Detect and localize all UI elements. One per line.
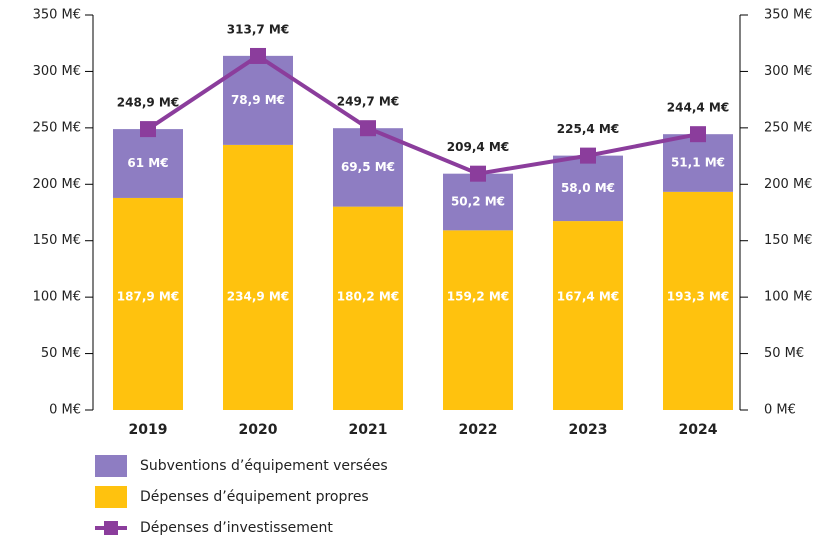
line-marker [140, 121, 156, 138]
bar-value-label: 51,1 M€ [671, 156, 725, 170]
x-tick-label: 2024 [679, 422, 718, 438]
y-tick-label: 200 M€ [33, 177, 81, 192]
y-tick-label: 150 M€ [33, 233, 81, 248]
y-tick-label: 0 M€ [49, 403, 81, 418]
y-tick-label: 350 M€ [33, 8, 81, 23]
bar-segment [443, 230, 513, 410]
y-tick-label: 250 M€ [33, 120, 81, 135]
y2-tick-label: 250 M€ [764, 120, 812, 135]
x-tick-label: 2021 [349, 422, 388, 438]
legend-label: Dépenses d’équipement propres [140, 489, 369, 505]
bar-segment [223, 144, 293, 411]
bar-value-label: 159,2 M€ [447, 290, 509, 304]
line-value-label: 225,4 M€ [557, 122, 619, 136]
legend-label: Dépenses d’investissement [140, 520, 333, 536]
bar-segment [333, 128, 403, 207]
bar-value-label: 167,4 M€ [557, 290, 619, 304]
line-value-label: 249,7 M€ [337, 95, 399, 109]
bar-segment [333, 206, 403, 410]
bar-segment [113, 197, 183, 410]
line-marker [690, 126, 706, 143]
x-tick-label: 2020 [239, 422, 278, 438]
bar-value-label: 69,5 M€ [341, 160, 395, 174]
line-marker [470, 165, 486, 182]
line-value-label: 313,7 M€ [227, 22, 289, 36]
bar-segment [553, 155, 623, 222]
legend-swatch [95, 455, 127, 477]
line-marker [580, 147, 596, 164]
y2-tick-label: 350 M€ [764, 8, 812, 23]
bar-value-label: 58,0 M€ [561, 181, 615, 195]
y2-tick-label: 300 M€ [764, 64, 812, 79]
bar-value-label: 61 M€ [127, 156, 168, 170]
line [146, 53, 699, 176]
bar-segment [443, 173, 513, 231]
bar-segment [113, 129, 183, 198]
bar-segment [553, 221, 623, 410]
y2-tick-label: 0 M€ [764, 403, 796, 418]
legend-swatch [95, 486, 127, 508]
bar-segment [663, 134, 733, 192]
bar-value-label: 180,2 M€ [337, 290, 399, 304]
x-tick-label: 2023 [569, 422, 608, 438]
bar-segment [663, 191, 733, 410]
x-tick-label: 2022 [459, 422, 498, 438]
bar-value-label: 187,9 M€ [117, 290, 179, 304]
y-tick-label: 300 M€ [33, 64, 81, 79]
line-value-label: 209,4 M€ [447, 140, 509, 154]
legend-marker [104, 521, 118, 535]
y-tick-label: 100 M€ [33, 290, 81, 305]
bar-value-label: 234,9 M€ [227, 290, 289, 304]
line-value-label: 244,4 M€ [667, 101, 729, 115]
y2-tick-label: 150 M€ [764, 233, 812, 248]
x-tick-label: 2019 [129, 422, 168, 438]
bar-value-label: 78,9 M€ [231, 93, 285, 107]
y2-tick-label: 50 M€ [764, 346, 804, 361]
y-tick-label: 50 M€ [41, 346, 81, 361]
bar-value-label: 193,3 M€ [667, 290, 729, 304]
y2-tick-label: 200 M€ [764, 177, 812, 192]
line-marker [250, 47, 266, 64]
line-marker [360, 120, 376, 137]
bar-value-label: 50,2 M€ [451, 195, 505, 209]
line-value-label: 248,9 M€ [117, 96, 179, 110]
legend-label: Subventions d’équipement versées [140, 458, 388, 474]
y2-tick-label: 100 M€ [764, 290, 812, 305]
